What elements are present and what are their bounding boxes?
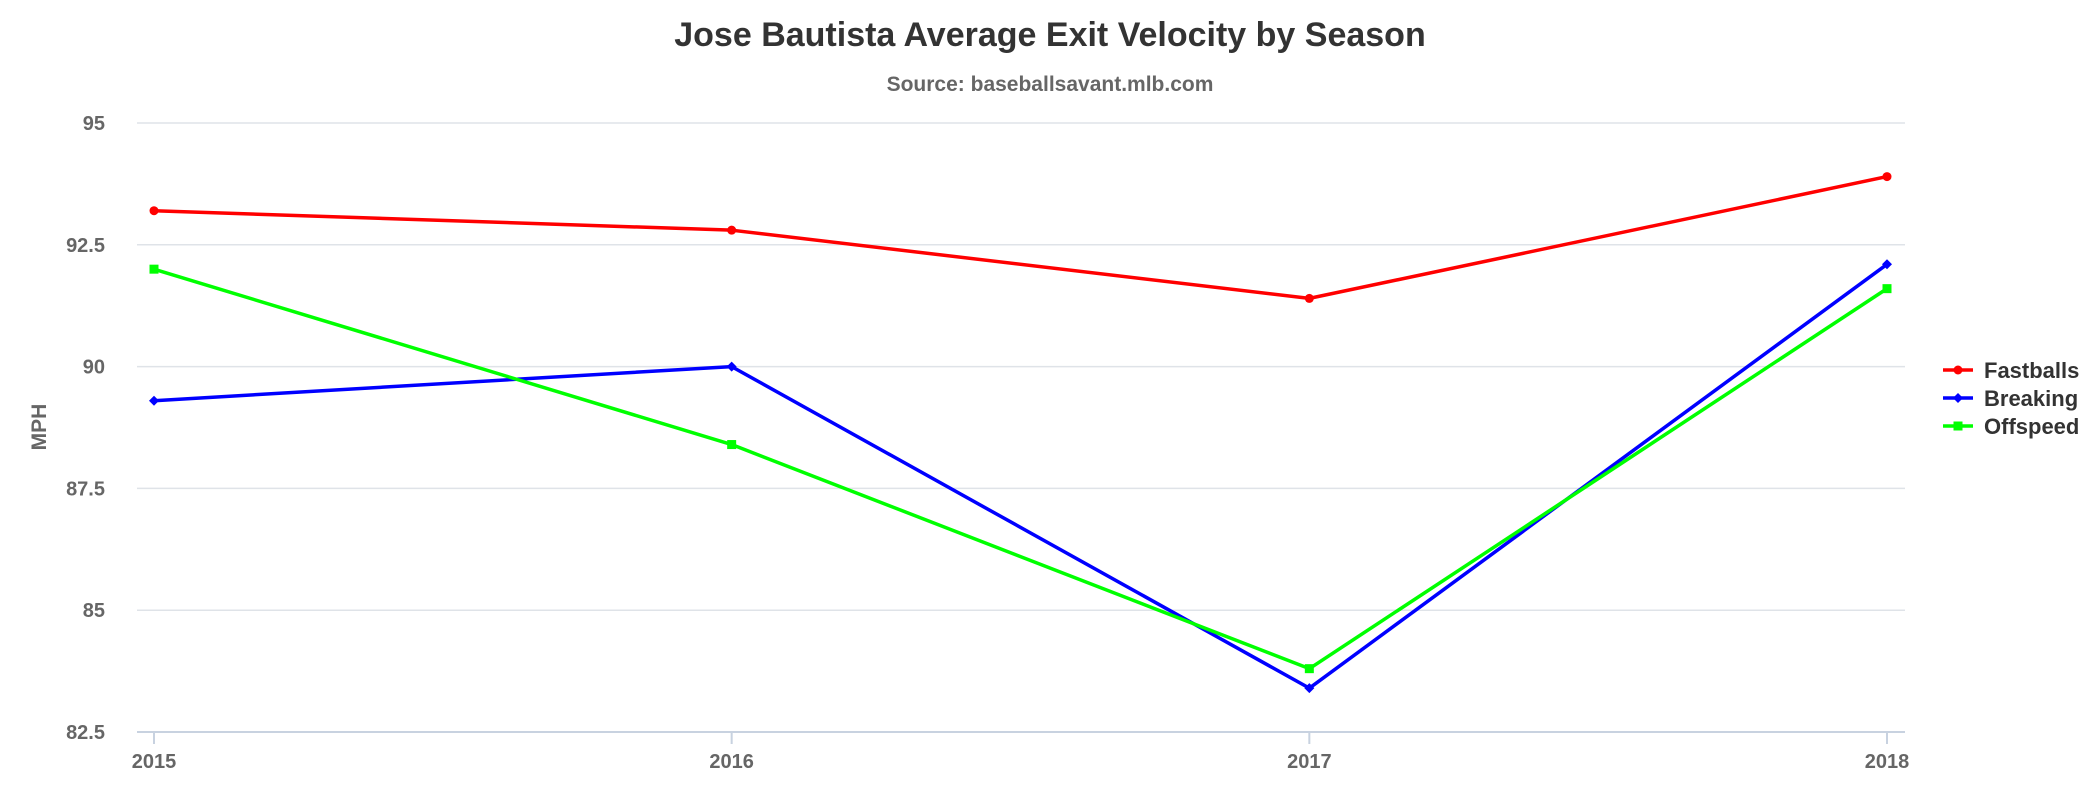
x-tick-label: 2017	[1287, 751, 1332, 773]
y-tick-label: 82.5	[66, 722, 105, 744]
data-point[interactable]	[149, 264, 159, 274]
legend-marker	[1953, 393, 1963, 403]
y-axis-label: MPH	[28, 404, 51, 451]
x-axis-ticks: 2015 2016 2017 2018	[132, 732, 1910, 773]
data-point[interactable]	[1882, 172, 1892, 182]
data-point[interactable]	[727, 225, 737, 235]
legend-marker	[1953, 421, 1963, 431]
legend: Fastballs Breaking Offspeed	[1943, 358, 2079, 439]
x-tick-label: 2016	[709, 751, 754, 773]
data-point[interactable]	[149, 206, 159, 216]
x-tick-label: 2015	[132, 751, 177, 773]
y-tick-label: 85	[83, 600, 105, 622]
legend-label: Breaking	[1984, 386, 2078, 411]
series-line-breaking	[153, 262, 1889, 690]
legend-item-fastballs[interactable]: Fastballs	[1943, 358, 2079, 383]
data-point[interactable]	[1304, 683, 1315, 694]
y-tick-label: 95	[83, 113, 105, 135]
data-point[interactable]	[1304, 293, 1314, 303]
grid-lines	[137, 122, 1905, 611]
data-point[interactable]	[1882, 259, 1892, 270]
legend-marker	[1953, 365, 1963, 375]
legend-item-breaking[interactable]: Breaking	[1943, 386, 2078, 411]
legend-label: Offspeed	[1984, 414, 2079, 439]
chart-title: Jose Bautista Average Exit Velocity by S…	[674, 16, 1425, 54]
data-point[interactable]	[727, 440, 737, 450]
series-lines	[149, 172, 1892, 694]
y-tick-label: 90	[83, 357, 105, 379]
series-line-offspeed	[153, 267, 1888, 671]
chart-subtitle: Source: baseballsavant.mlb.com	[887, 73, 1214, 96]
data-point[interactable]	[149, 395, 159, 406]
legend-item-offspeed[interactable]: Offspeed	[1943, 414, 2079, 439]
data-point[interactable]	[1882, 284, 1892, 294]
data-point[interactable]	[726, 361, 737, 372]
y-tick-label: 87.5	[66, 478, 105, 500]
series-line-fastballs	[153, 174, 1888, 301]
x-tick-label: 2018	[1865, 751, 1910, 773]
y-axis-ticks: 82.5 85 87.5 90 92.5 95	[66, 113, 105, 744]
y-tick-label: 92.5	[66, 235, 105, 257]
legend-label: Fastballs	[1984, 358, 2079, 383]
data-point[interactable]	[1304, 664, 1314, 674]
